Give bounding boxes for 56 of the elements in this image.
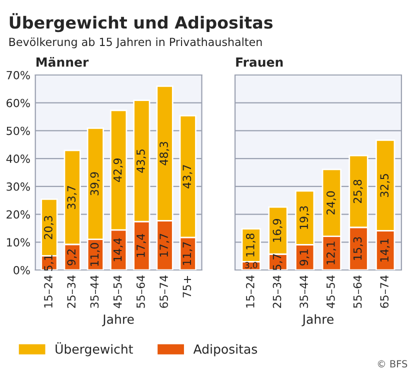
data-label: 16,9 [272,218,282,242]
y-tick-label: 50% [6,126,30,136]
y-tick-label: 60% [6,98,30,108]
data-label: 5,7 [272,254,282,270]
data-label: 17,4 [136,234,146,257]
x-tick-label: 35–44 [300,275,308,308]
x-tick-label: 65–74 [380,275,389,308]
data-label: 24,0 [326,191,336,214]
chart-title: Übergewicht und Adipositas [10,13,273,32]
data-label: 42,9 [113,158,123,182]
x-tick-label: 75+ [182,276,192,298]
data-label: 5,1 [44,255,54,271]
data-label: 3,0 [245,262,258,270]
x-tick-label: 25–34 [67,275,76,308]
x-tick-label: 35–44 [90,275,99,308]
text: Männer [36,56,89,67]
y-tick-label: 20% [6,210,30,219]
x-tick-label: 55–64 [353,275,362,308]
data-label: 48,3 [160,142,170,166]
y-tick-label: 30% [6,182,30,191]
data-label: 14,1 [380,239,390,262]
data-label: 12,1 [326,242,336,264]
data-label: 11,0 [90,243,100,266]
data-label: 9,1 [300,250,310,266]
x-tick-label: 45–54 [326,275,335,308]
x-axis-title: Jahre [302,314,334,326]
data-label: 33,7 [67,186,77,209]
data-label: 20,3 [44,216,54,240]
data-label: 9,2 [67,249,77,266]
x-tick-label: 25–34 [272,275,282,308]
y-tick-label: 10% [7,238,30,247]
data-label: 43,7 [182,165,192,188]
data-label: 15,3 [353,237,363,260]
legend-label: Adipositas [193,344,258,356]
data-label: 17,7 [160,234,170,256]
data-label: 25,8 [353,180,363,203]
data-label: 43,5 [136,150,146,173]
x-tick-label: 15–24 [44,275,52,308]
x-tick-label: 55–64 [136,275,145,308]
x-axis-title: Jahre [102,314,134,326]
chart-title: Frauen [236,58,283,67]
data-label: 14,4 [114,238,123,262]
x-tick-label: 15–24 [246,275,254,308]
data-label: 39,9 [90,172,100,196]
legend-label: Übergewicht [56,342,133,356]
data-label: 19,3 [300,206,310,229]
y-tick-label: 40% [6,154,30,163]
y-tick-label: 70% [6,70,30,80]
chart-subtitle: Bevölkerung ab 15 Jahren in Privathaushalten [9,38,262,48]
y-tick-label: 0% [14,266,30,274]
data-label: 11,7 [182,242,192,265]
text: © BFS [378,360,408,368]
data-label: 32,5 [380,174,390,197]
data-label: 11,8 [246,234,256,256]
x-tick-label: 65–74 [160,275,168,308]
x-tick-label: 45–54 [114,275,122,308]
